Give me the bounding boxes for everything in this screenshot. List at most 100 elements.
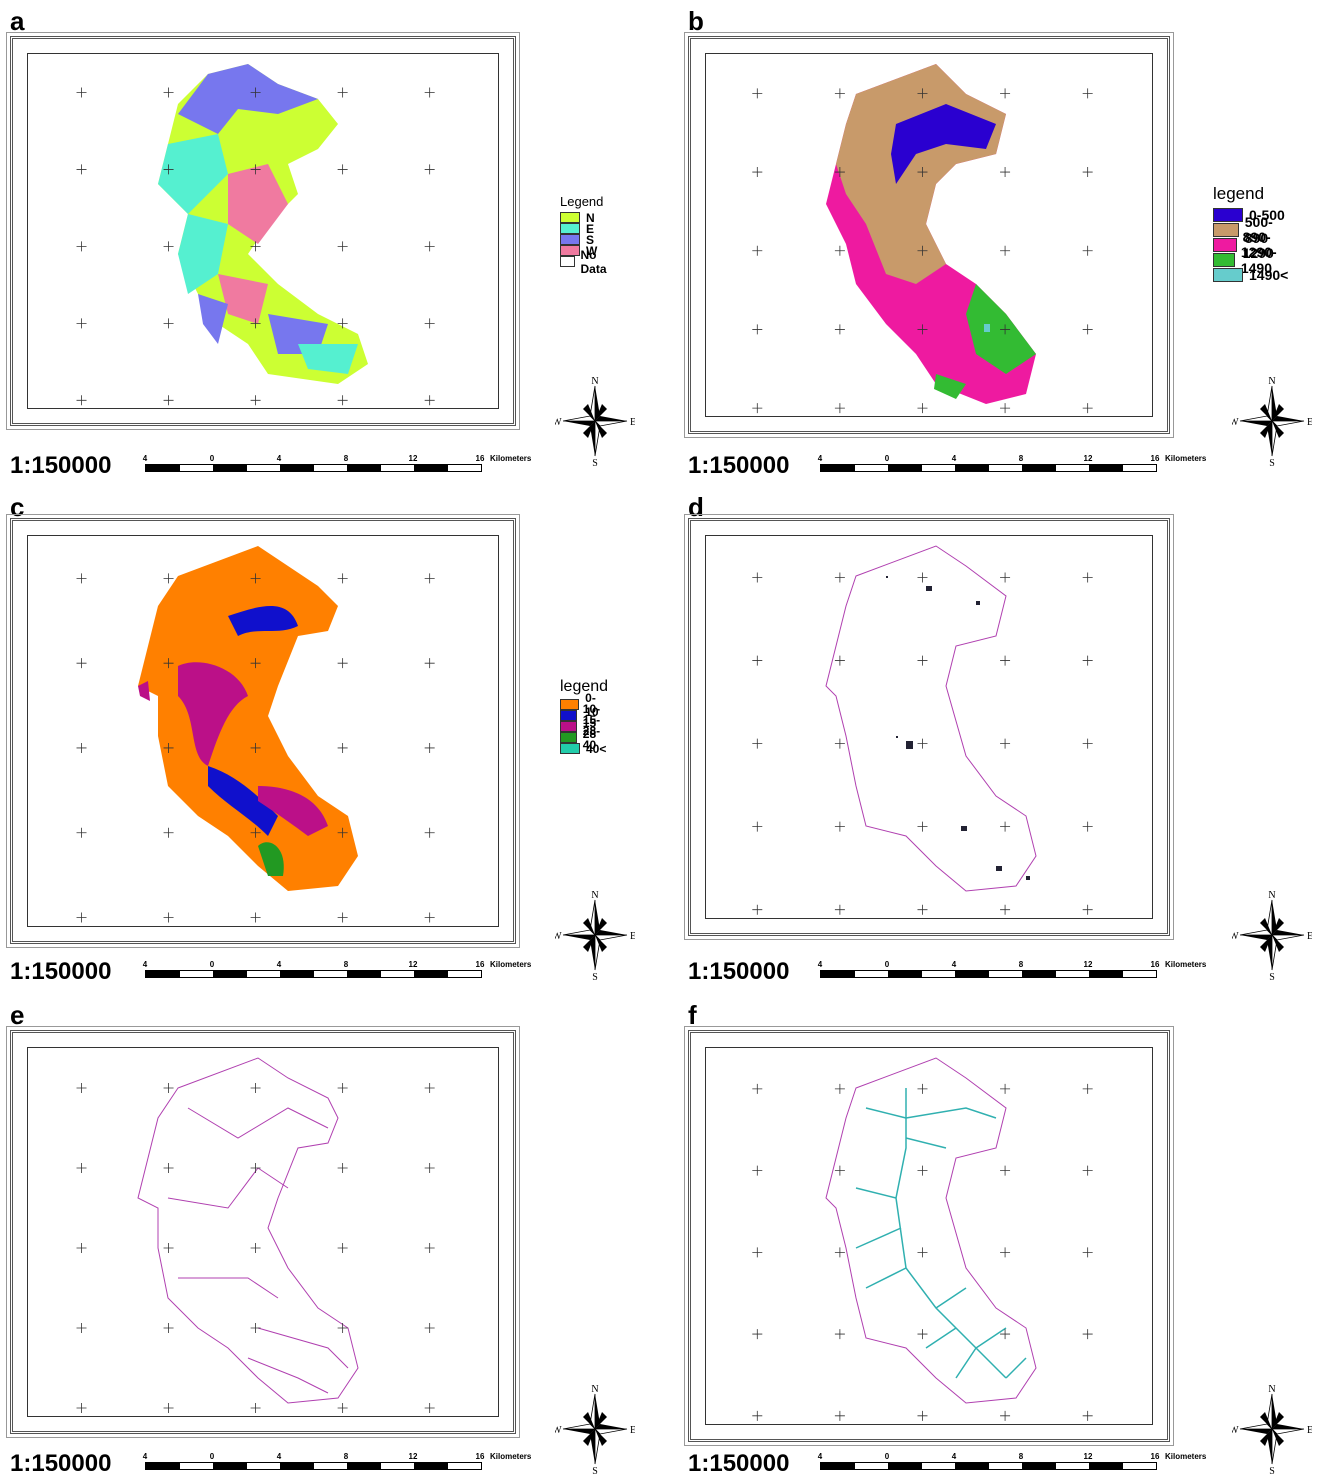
- grid-cross: [76, 658, 87, 669]
- grid-cross: [424, 1083, 435, 1093]
- grid-cross: [76, 1403, 87, 1413]
- compass-e-label: E: [630, 417, 635, 428]
- legend: legend 0-10 10-15 15-28 28-40 40<: [560, 678, 609, 756]
- legend-item: 28-40: [560, 724, 608, 752]
- scale-tick-label: 8: [343, 454, 349, 463]
- grid-cross: [76, 241, 87, 252]
- grid-cross: [834, 572, 845, 583]
- compass-e-label: E: [1307, 417, 1312, 428]
- scale-tick-label: 12: [408, 1452, 418, 1461]
- legend-label: 10-15: [582, 701, 601, 730]
- scale-bar-segment: [955, 1463, 989, 1469]
- grid-cross: [917, 1247, 928, 1258]
- legend-swatch: [560, 710, 577, 721]
- north-arrow-icon: N S W E: [552, 890, 636, 983]
- grid-cross: [337, 573, 348, 584]
- scale-ratio: 1:150000: [688, 452, 790, 479]
- grid-cross: [834, 324, 845, 335]
- grid-cross: [250, 827, 261, 838]
- grid-cross: [424, 1163, 435, 1173]
- panel-label: b: [688, 6, 704, 36]
- grid-cross: [250, 164, 261, 175]
- compass-s-label: S: [1269, 458, 1275, 466]
- scale-tick-label: 16: [475, 1452, 485, 1461]
- grid-cross: [163, 164, 174, 175]
- grid-cross: [250, 241, 261, 252]
- legend-item: 890-1290: [1213, 229, 1288, 261]
- grid-cross: [752, 655, 763, 666]
- grid-cross: [834, 904, 845, 915]
- grid-cross: [917, 821, 928, 832]
- grid-cross: [917, 1083, 928, 1094]
- subbasins-map: [76, 1057, 435, 1413]
- scale-tick-label: 4: [817, 960, 823, 969]
- scale-tick-label: 4: [817, 454, 823, 463]
- scale-bar-segment: [280, 971, 314, 977]
- legend-item: E: [560, 222, 612, 236]
- scale-unit: Kilometers: [1165, 960, 1207, 969]
- legend-item: N: [560, 211, 612, 225]
- scale-tick-label: 0: [209, 1452, 215, 1461]
- compass-n-label: N: [1268, 376, 1275, 387]
- panel-label: c: [10, 492, 25, 522]
- grid-cross: [163, 658, 174, 669]
- scale-bar-segment: [414, 1463, 448, 1469]
- grid-cross: [1082, 655, 1093, 666]
- grid-cross: [76, 87, 87, 98]
- legend-label: 890-1290: [1242, 228, 1274, 261]
- grid-cross: [1082, 245, 1093, 256]
- grid-cross: [917, 738, 928, 749]
- compass-w-label: W: [1232, 417, 1239, 428]
- grid-cross: [424, 658, 435, 669]
- grid-cross: [917, 572, 928, 583]
- scale-tick-label: 16: [475, 454, 485, 463]
- scale-ratio: 1:150000: [688, 958, 790, 985]
- legend-title: legend: [560, 678, 609, 695]
- grid-cross: [752, 167, 763, 178]
- legend-title: legend: [1213, 184, 1265, 203]
- grid-cross: [424, 1323, 435, 1333]
- scale-tick-label: 8: [1018, 454, 1024, 463]
- grid-cross: [163, 827, 174, 838]
- scale-bar-graphic: [820, 1462, 1157, 1470]
- scale-unit: Kilometers: [490, 1452, 532, 1461]
- grid-cross: [424, 318, 435, 329]
- scale-tick-label: 4: [142, 960, 148, 969]
- legend-swatch: [560, 732, 577, 743]
- grid-cross: [163, 241, 174, 252]
- legend-item: 500-890: [1213, 214, 1288, 246]
- scale-tick-label: 8: [1018, 960, 1024, 969]
- grid-cross: [917, 1410, 928, 1421]
- grid-cross: [250, 912, 261, 923]
- scale-tick-label: 0: [884, 454, 890, 463]
- scale-bar-segment: [146, 465, 180, 471]
- scale-bar-graphic: [820, 970, 1157, 978]
- grid-cross: [752, 1083, 763, 1094]
- scale-tick-label: 0: [209, 960, 215, 969]
- grid-cross: [1000, 245, 1011, 256]
- grid-cross: [1082, 88, 1093, 99]
- legend-item: 15-28: [560, 713, 608, 741]
- grid-cross: [1082, 324, 1093, 335]
- compass-s-label: S: [592, 458, 598, 466]
- grid-cross: [1000, 1329, 1011, 1340]
- scale-bar: 4 0 4 8 12 16 Kilometers: [818, 1452, 1228, 1474]
- legend-item: S: [560, 233, 612, 247]
- scale-tick-label: 8: [1018, 1452, 1024, 1461]
- panel-label: e: [10, 1000, 25, 1030]
- landslide-points-map: [752, 545, 1093, 915]
- grid-cross: [834, 403, 845, 414]
- scale-tick-label: 12: [1083, 960, 1093, 969]
- grid-cross: [337, 87, 348, 98]
- aspect-map: [76, 64, 435, 406]
- scale-bar-segment: [213, 971, 247, 977]
- scale-bar-segment: [955, 971, 989, 977]
- scale-tick-label: 4: [276, 1452, 282, 1461]
- grid-cross: [163, 1243, 174, 1253]
- grid-cross: [76, 318, 87, 329]
- grid-cross: [752, 324, 763, 335]
- grid-cross: [1082, 738, 1093, 749]
- grid-cross: [163, 395, 174, 406]
- legend-label: No Data: [580, 247, 607, 276]
- grid-cross: [834, 88, 845, 99]
